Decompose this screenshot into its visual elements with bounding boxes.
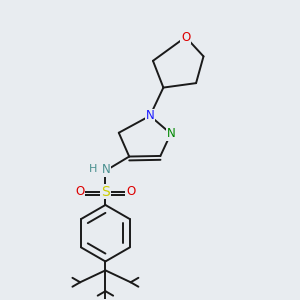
Text: H: H — [89, 164, 97, 174]
Text: O: O — [126, 185, 135, 198]
Text: O: O — [181, 31, 190, 44]
Text: S: S — [101, 184, 110, 199]
Text: O: O — [76, 185, 85, 198]
Text: N: N — [102, 163, 111, 176]
Text: N: N — [146, 109, 154, 122]
Text: N: N — [167, 127, 175, 140]
